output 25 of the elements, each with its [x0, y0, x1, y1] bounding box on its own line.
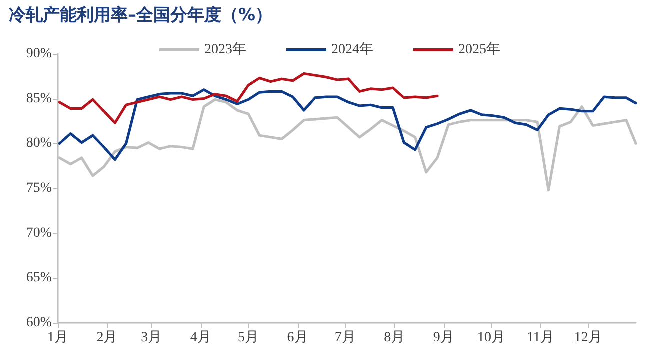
x-tick-label: 11月 [526, 330, 554, 346]
y-tick-label: 80% [26, 136, 52, 152]
y-tick-label: 70% [26, 226, 52, 241]
x-tick-label: 2月 [96, 330, 118, 346]
legend-label: 2024年 [332, 42, 374, 58]
y-tick-label: 75% [26, 181, 52, 196]
x-tick-label: 12月 [574, 330, 602, 346]
x-tick-label: 10月 [478, 330, 506, 346]
y-tick-label: 85% [26, 91, 52, 106]
x-tick-label: 6月 [287, 330, 308, 346]
chart-title: 冷轧产能利用率–全国分年度（%） [9, 6, 273, 26]
x-tick-label: 3月 [141, 330, 162, 346]
legend-label: 2025年 [458, 42, 500, 58]
y-tick-label: 90% [26, 46, 52, 62]
line-series [58, 88, 638, 162]
y-tick-label: 65% [26, 270, 52, 286]
line-series [58, 72, 439, 124]
x-tick-label: 1月 [48, 330, 68, 346]
y-tick-label: 60% [26, 316, 52, 330]
x-tick-label: 8月 [384, 330, 406, 346]
x-tick-label: 5月 [238, 330, 260, 346]
legend-label: 2023年 [204, 42, 246, 58]
x-tick-label: 9月 [433, 330, 454, 346]
x-tick-label: 4月 [190, 330, 212, 346]
x-tick-label: 7月 [334, 330, 356, 346]
